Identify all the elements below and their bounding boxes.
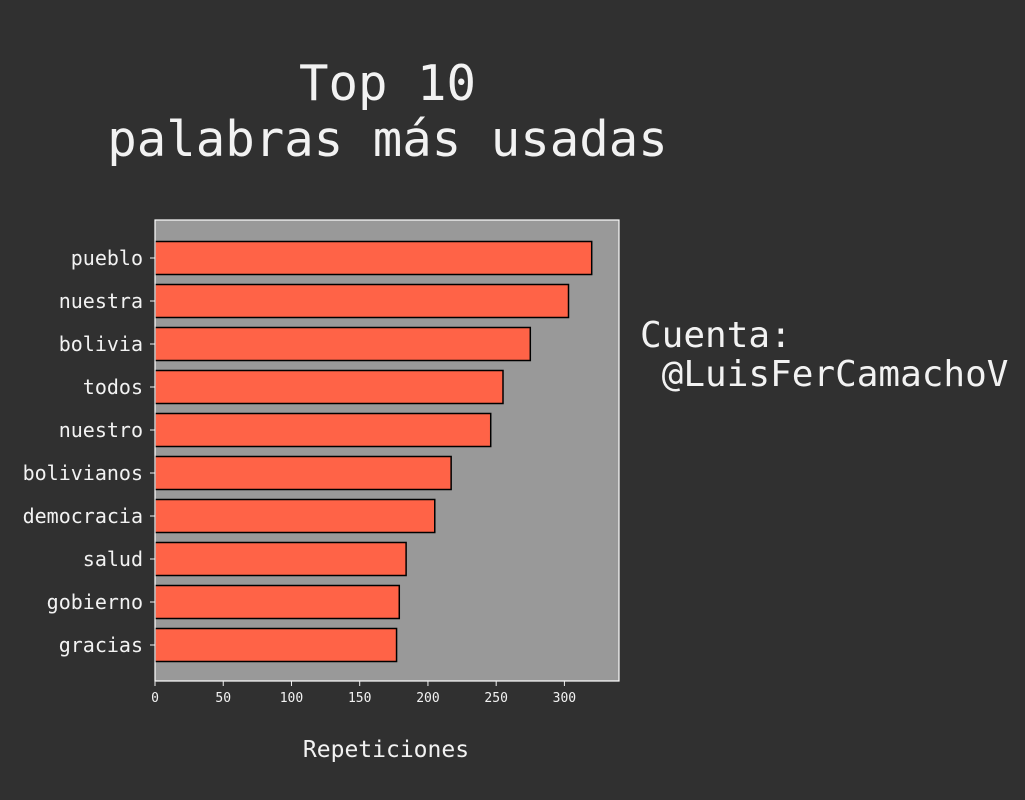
y-tick-label-gracias: gracias	[59, 633, 143, 657]
y-tick-label-democracia: democracia	[23, 504, 143, 528]
bar-salud	[154, 541, 407, 577]
bar-bolivianos	[154, 455, 452, 491]
account-label: Cuenta:	[640, 315, 792, 356]
y-tick-label-bolivia: bolivia	[59, 332, 143, 356]
bar-bolivia	[154, 326, 532, 362]
x-tick-label-300: 300	[553, 691, 576, 706]
bar-nuestra	[154, 283, 570, 319]
y-tick-label-todos: todos	[83, 375, 143, 399]
y-tick-label-bolivianos: bolivianos	[23, 461, 143, 485]
bar-gracias	[154, 627, 398, 663]
bar-todos	[154, 369, 504, 405]
bar-democracia	[154, 498, 436, 534]
y-tick-label-nuestra: nuestra	[59, 289, 143, 313]
x-tick-label-0: 0	[151, 691, 159, 706]
plot-frame	[154, 219, 620, 682]
chart-title-line-1: Top 10	[298, 55, 476, 112]
y-tick-label-gobierno: gobierno	[47, 590, 143, 614]
account-handle: @LuisFerCamachoV	[640, 354, 1009, 395]
chart-title-line-2: palabras más usadas	[107, 111, 668, 168]
y-tick-label-nuestro: nuestro	[59, 418, 143, 442]
y-tick-label-pueblo: pueblo	[71, 246, 143, 270]
bar-nuestro	[154, 412, 492, 448]
bar-pueblo	[154, 240, 593, 276]
x-tick-label-50: 50	[215, 691, 231, 706]
x-tick-label-200: 200	[416, 691, 439, 706]
y-tick-label-salud: salud	[83, 547, 143, 571]
x-tick-label-100: 100	[280, 691, 303, 706]
x-axis-label: Repeticiones	[303, 737, 469, 763]
bar-gobierno	[154, 584, 401, 620]
x-tick-label-250: 250	[484, 691, 507, 706]
x-tick-label-150: 150	[348, 691, 371, 706]
